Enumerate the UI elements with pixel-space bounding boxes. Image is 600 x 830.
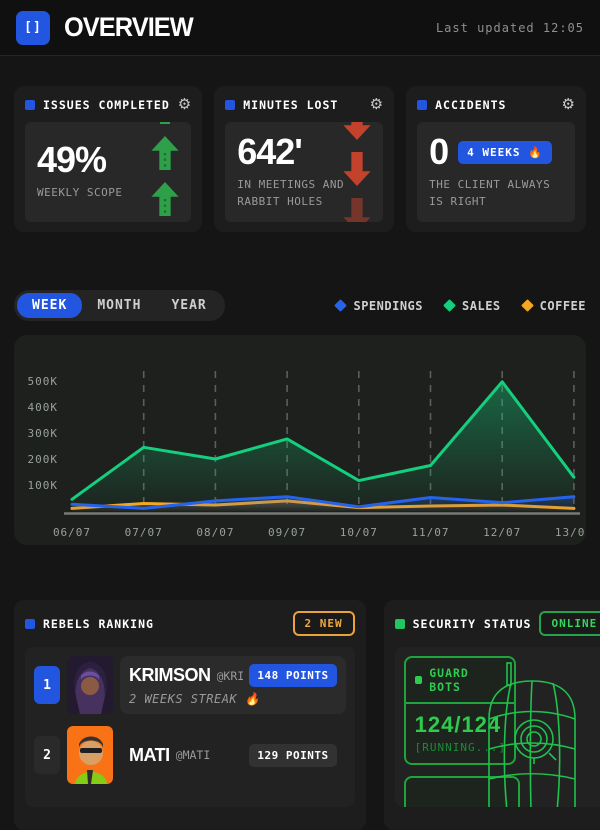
card-bullet-icon bbox=[417, 99, 428, 110]
robot-wireframe-icon bbox=[488, 662, 577, 807]
ranking-title: REBELS RANKING bbox=[43, 616, 154, 631]
svg-text:200K: 200K bbox=[28, 453, 59, 466]
period-tab-group: WEEK MONTH YEAR bbox=[14, 290, 225, 321]
chart-controls: WEEK MONTH YEAR SPENDINGS SALES COFFEE bbox=[14, 290, 586, 321]
stat-label: ISSUES COMPLETED bbox=[43, 97, 170, 112]
card-bullet-icon bbox=[225, 99, 236, 110]
legend-item-coffee[interactable]: COFFEE bbox=[520, 298, 586, 313]
diamond-icon bbox=[443, 299, 456, 312]
gear-icon[interactable]: ⚙ bbox=[561, 96, 575, 113]
points-badge: 148 POINTS bbox=[249, 664, 337, 687]
streak-text: 2 WEEKS STREAK 🔥 bbox=[129, 692, 261, 706]
chart-legend: SPENDINGS SALES COFFEE bbox=[334, 298, 586, 313]
trend-down-arrows-icon bbox=[343, 122, 371, 222]
page-title: OVERVIEW bbox=[64, 12, 194, 42]
security-title: SECURITY STATUS bbox=[412, 616, 532, 631]
chart-panel: 06/07 07/07 08/07 09/07 10/07 11/07 12/07 13/07… bbox=[14, 335, 586, 545]
svg-text:11/07: 11/07 bbox=[411, 526, 449, 539]
ranking-row-2[interactable]: 2 MATI @MA bbox=[34, 726, 346, 784]
tab-week[interactable]: WEEK bbox=[17, 293, 83, 318]
svg-text:100K: 100K bbox=[28, 479, 59, 492]
svg-text:400K: 400K bbox=[28, 401, 59, 414]
svg-text:08/07: 08/07 bbox=[196, 526, 234, 539]
app-header: [] OVERVIEW Last updated 12:05 bbox=[0, 0, 600, 56]
legend-item-sales[interactable]: SALES bbox=[443, 298, 501, 313]
svg-text:09/07: 09/07 bbox=[268, 526, 306, 539]
legend-label: COFFEE bbox=[539, 298, 586, 313]
app-logo-icon[interactable]: [] bbox=[16, 10, 50, 45]
tab-year[interactable]: YEAR bbox=[156, 293, 221, 318]
diamond-icon bbox=[334, 299, 348, 312]
member-handle: @MATI bbox=[175, 748, 211, 762]
rank-badge: 2 bbox=[34, 736, 60, 774]
tab-month[interactable]: MONTH bbox=[82, 293, 156, 318]
stat-value: 49% bbox=[37, 139, 107, 181]
stat-value: 0 bbox=[429, 131, 449, 172]
rank-badge: 1 bbox=[34, 666, 60, 704]
points-badge: 129 POINTS bbox=[249, 743, 337, 767]
gear-icon[interactable]: ⚙ bbox=[369, 96, 384, 113]
ranking-row-1[interactable]: 1 KRIMSON @KRIMSON bbox=[34, 656, 346, 714]
member-name: KRIMSON bbox=[129, 665, 211, 685]
svg-text:300K: 300K bbox=[28, 427, 59, 440]
sales-chart: 06/07 07/07 08/07 09/07 10/07 11/07 12/07 13/07… bbox=[28, 371, 586, 539]
avatar-mati bbox=[67, 726, 113, 784]
member-handle: @KRIMSON bbox=[216, 668, 244, 683]
stat-caption: WEEKLY SCOPE bbox=[37, 186, 123, 200]
stat-label: MINUTES LOST bbox=[243, 97, 339, 112]
stat-card-issues-completed: ISSUES COMPLETED ⚙ 49% WEEKLY SCOPE bbox=[14, 86, 203, 232]
svg-text:06/07: 06/07 bbox=[53, 526, 91, 539]
svg-text:10/07: 10/07 bbox=[340, 526, 378, 539]
svg-text:07/07: 07/07 bbox=[125, 526, 163, 539]
new-count-badge: 2 NEW bbox=[292, 611, 355, 636]
rebels-ranking-card: REBELS RANKING 2 NEW 1 bbox=[14, 600, 366, 830]
trend-up-arrows-icon bbox=[151, 122, 179, 222]
stat-card-accidents: ACCIDENTS ⚙ 0 4 WEEKS 🔥 THE CLIENT ALWAY… bbox=[406, 86, 586, 232]
legend-item-spendings[interactable]: SPENDINGS bbox=[334, 298, 424, 313]
member-name: MATI bbox=[129, 744, 170, 765]
svg-text:13/07: 13/07 bbox=[555, 526, 586, 539]
card-bullet-icon bbox=[25, 99, 35, 110]
gear-icon[interactable]: ⚙ bbox=[177, 96, 192, 113]
diamond-icon bbox=[520, 299, 534, 312]
stat-card-minutes-lost: MINUTES LOST ⚙ 642' IN MEETINGS AND RABB… bbox=[214, 86, 395, 232]
stat-caption: THE CLIENT ALWAYS IS RIGHT bbox=[429, 178, 551, 208]
logo-glyph: [] bbox=[24, 20, 42, 35]
svg-text:500K: 500K bbox=[28, 375, 59, 388]
stat-caption: IN MEETINGS AND RABBIT HOLES bbox=[237, 178, 345, 208]
card-bullet-icon bbox=[25, 618, 35, 629]
security-panel: GUARD BOTS 124/124 [RUNNING...] bbox=[394, 647, 600, 807]
last-updated-text: Last updated 12:05 bbox=[435, 20, 584, 35]
svg-text:12/07: 12/07 bbox=[483, 526, 521, 539]
stat-value: 642' bbox=[237, 131, 303, 172]
ranking-list: 1 KRIMSON @KRIMSON bbox=[25, 647, 355, 807]
legend-label: SPENDINGS bbox=[353, 298, 424, 313]
online-status-badge: ONLINE bbox=[539, 611, 600, 636]
legend-label: SALES bbox=[462, 298, 501, 313]
avatar-krimson bbox=[67, 656, 113, 714]
stats-row: ISSUES COMPLETED ⚙ 49% WEEKLY SCOPE MINU… bbox=[14, 86, 586, 232]
guard-bots-label: GUARD BOTS bbox=[429, 666, 469, 694]
weeks-streak-badge: 4 WEEKS 🔥 bbox=[458, 140, 552, 164]
stat-label: ACCIDENTS bbox=[435, 97, 507, 112]
guard-bullet-icon bbox=[414, 676, 423, 684]
card-bullet-icon bbox=[394, 618, 405, 629]
security-status-card: SECURITY STATUS ONLINE GUARD BOTS 124/12… bbox=[383, 600, 600, 830]
